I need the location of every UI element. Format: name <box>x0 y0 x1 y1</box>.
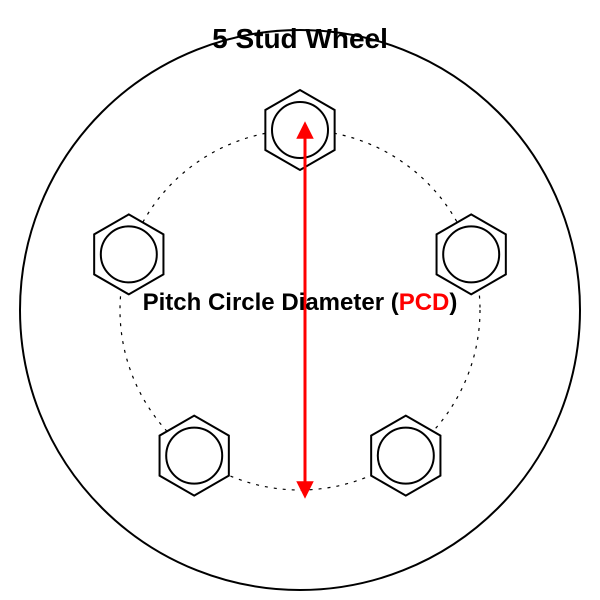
stud-bore <box>272 102 328 158</box>
stud-bore <box>378 428 434 484</box>
stud-bore <box>166 428 222 484</box>
pcd-label: Pitch Circle Diameter (PCD) <box>143 289 458 316</box>
stud-bore <box>101 226 157 282</box>
wheel-diagram: 5 Stud Wheel Pitch Circle Diameter (PCD) <box>0 0 600 600</box>
diagram-title: 5 Stud Wheel <box>212 23 388 54</box>
stud-bore <box>443 226 499 282</box>
